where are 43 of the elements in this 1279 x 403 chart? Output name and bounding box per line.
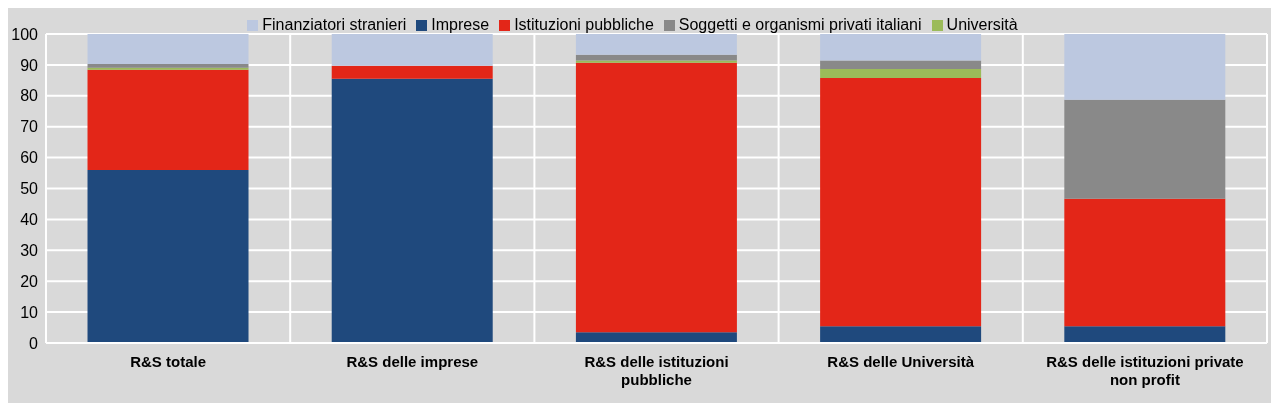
y-tick-label: 50 [20,180,39,198]
x-tick-label: R&S delle Università [827,353,975,370]
legend-label: Istituzioni pubbliche [514,16,654,33]
bar [575,34,737,55]
y-tick-label: 10 [20,303,39,321]
bar [1064,198,1226,327]
bar [820,326,982,343]
legend-label: Università [946,16,1018,33]
bar [1064,326,1226,343]
bar [87,69,249,170]
x-tick-label: R&S delle imprese [346,353,479,370]
legend-label: Soggetti e organismi privati italiani [678,16,922,33]
y-tick-label: 40 [20,211,39,229]
x-tick-label: R&S delle istituzioni private non profit [1046,353,1244,388]
bar [331,65,493,79]
y-tick-label: 30 [20,241,39,259]
bar [820,68,982,78]
bar [820,60,982,69]
bar [820,34,982,61]
y-tick-label: 70 [20,118,39,136]
y-tick-label: 100 [11,25,39,43]
bar [1064,99,1226,199]
x-tick-label: R&S delle istituzioni pubbliche [584,353,729,388]
y-tick-label: 20 [20,272,39,290]
bar [87,63,249,68]
legend-label: Imprese [431,16,490,33]
bar [87,34,249,64]
bar [820,77,982,327]
bar [87,169,249,343]
bar [575,332,737,343]
bar [331,34,493,66]
bar [575,60,737,63]
y-tick-label: 90 [20,56,39,74]
bar [575,62,737,333]
bar [1064,34,1226,100]
x-tick-label: R&S totale [130,353,207,370]
y-tick-label: 60 [20,149,39,167]
bar [331,78,493,343]
bar [575,54,737,61]
bar [87,67,249,70]
y-tick-label: 0 [29,334,39,352]
y-tick-label: 80 [20,87,39,105]
legend-label: Finanziatori stranieri [262,16,407,33]
